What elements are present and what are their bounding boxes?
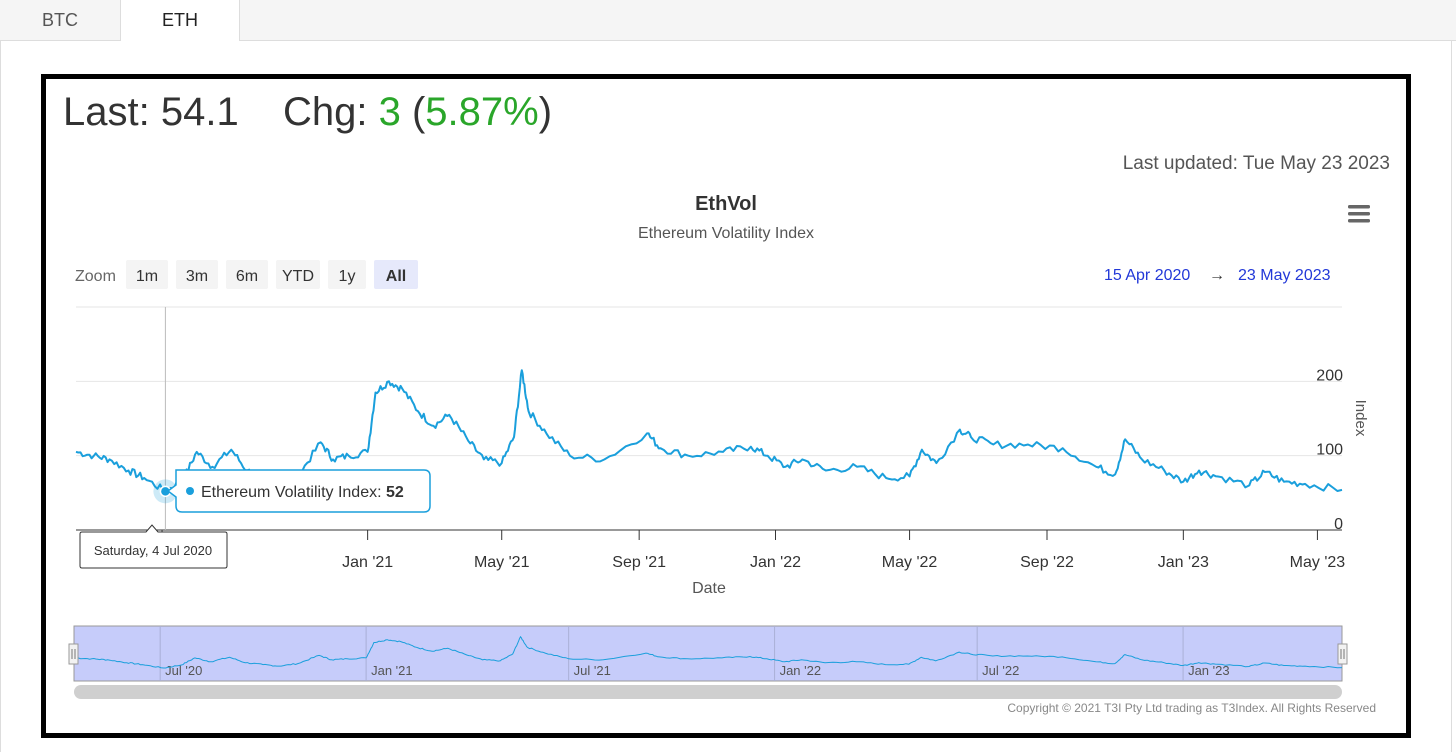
y-axis-title: Index xyxy=(1352,400,1369,437)
tooltip-series-name: Ethereum Volatility Index: xyxy=(201,484,382,501)
navigator-tick-label-2: Jul '21 xyxy=(574,663,611,678)
tooltip-value: 52 xyxy=(386,484,404,501)
tab-panel xyxy=(0,40,1452,752)
value-tooltip: Ethereum Volatility Index: 52 xyxy=(166,469,431,513)
tab-eth[interactable]: ETH xyxy=(120,0,240,41)
market-tabs: BTC ETH xyxy=(0,0,1456,41)
y-tick-label-200: 200 xyxy=(1316,367,1343,384)
range-to[interactable]: 23 May 2023 xyxy=(1238,267,1331,284)
x-tick-label-6: Sep '22 xyxy=(1020,554,1074,571)
price-summary: Last: 54.1 Chg: 3 (5.87%) xyxy=(63,90,553,134)
chart-title: EthVol xyxy=(695,193,757,215)
svg-text:1y: 1y xyxy=(339,268,356,285)
svg-text:YTD: YTD xyxy=(282,268,314,285)
navigator-handle-right[interactable] xyxy=(1337,643,1348,665)
range-from[interactable]: 15 Apr 2020 xyxy=(1104,267,1190,284)
x-axis-title: Date xyxy=(692,580,726,597)
navigator-tick-label-1: Jan '21 xyxy=(371,663,413,678)
y-tick-label-0: 0 xyxy=(1334,516,1343,533)
navigator-scrollbar[interactable] xyxy=(74,685,1342,699)
navigator-tick-label-5: Jan '23 xyxy=(1188,663,1230,678)
zoom-button-3m[interactable]: 3m xyxy=(176,260,218,289)
zoom-button-1y[interactable]: 1y xyxy=(328,260,366,289)
zoom-button-1m[interactable]: 1m xyxy=(126,260,168,289)
copyright: Copyright © 2021 T3I Pty Ltd trading as … xyxy=(1007,701,1376,715)
x-tick-label-7: Jan '23 xyxy=(1158,554,1209,571)
date-tooltip: Saturday, 4 Jul 2020 xyxy=(79,524,228,569)
last-label: Last: xyxy=(63,90,150,134)
zoom-button-6m[interactable]: 6m xyxy=(226,260,268,289)
range-arrow: → xyxy=(1209,267,1225,284)
x-tick-label-3: Sep '21 xyxy=(612,554,666,571)
navigator-tick-label-0: Jul '20 xyxy=(165,663,202,678)
svg-text:All: All xyxy=(386,268,406,285)
navigator-window[interactable] xyxy=(73,625,1343,682)
last-value: 54.1 xyxy=(160,90,239,134)
zoom-button-ytd[interactable]: YTD xyxy=(276,260,320,289)
last-updated: Last updated: Tue May 23 2023 xyxy=(1122,153,1390,174)
y-axis: 0 100 200 xyxy=(1316,367,1343,533)
svg-text:3m: 3m xyxy=(186,268,208,285)
svg-text:1m: 1m xyxy=(136,268,158,285)
navigator-grid: Jul '20 Jan '21 Jul '21 Jan '22 Jul '22 Jan '… xyxy=(159,626,1230,681)
navigator-handle-left[interactable] xyxy=(68,643,79,665)
x-tick-label-4: Jan '22 xyxy=(750,554,801,571)
tab-btc[interactable]: BTC xyxy=(42,9,78,30)
navigator-tick-label-3: Jan '22 xyxy=(780,663,822,678)
x-tick-label-5: May '22 xyxy=(882,554,938,571)
zoom-label: Zoom xyxy=(75,268,116,285)
navigator-series-line xyxy=(73,635,1343,669)
zoom-buttons: 1m 3m 6m YTD 1y All xyxy=(126,260,418,289)
svg-text:Ethereum Volatility Index:: Ethereum Volatility Index: 52 xyxy=(201,484,404,501)
x-tick-label-2: May '21 xyxy=(474,554,530,571)
chg-label: Chg: xyxy=(282,90,368,134)
navigator-tick-label-4: Jul '22 xyxy=(982,663,1019,678)
chart-subtitle: Ethereum Volatility Index xyxy=(638,225,814,242)
zoom-button-all[interactable]: All xyxy=(374,260,418,289)
x-tick-label-1: Jan '21 xyxy=(342,554,393,571)
plot-grid xyxy=(76,306,1342,457)
tooltip-date: Saturday, 4 Jul 2020 xyxy=(94,543,212,558)
svg-text:6m: 6m xyxy=(236,268,258,285)
y-tick-label-100: 100 xyxy=(1316,442,1343,459)
chart-menu-icon[interactable] xyxy=(1346,202,1372,226)
chg-value: 3 xyxy=(378,90,401,134)
tooltip-series-dot xyxy=(186,487,194,495)
x-tick-label-8: May '23 xyxy=(1290,554,1346,571)
chg-percent: 5.87% xyxy=(425,90,539,134)
